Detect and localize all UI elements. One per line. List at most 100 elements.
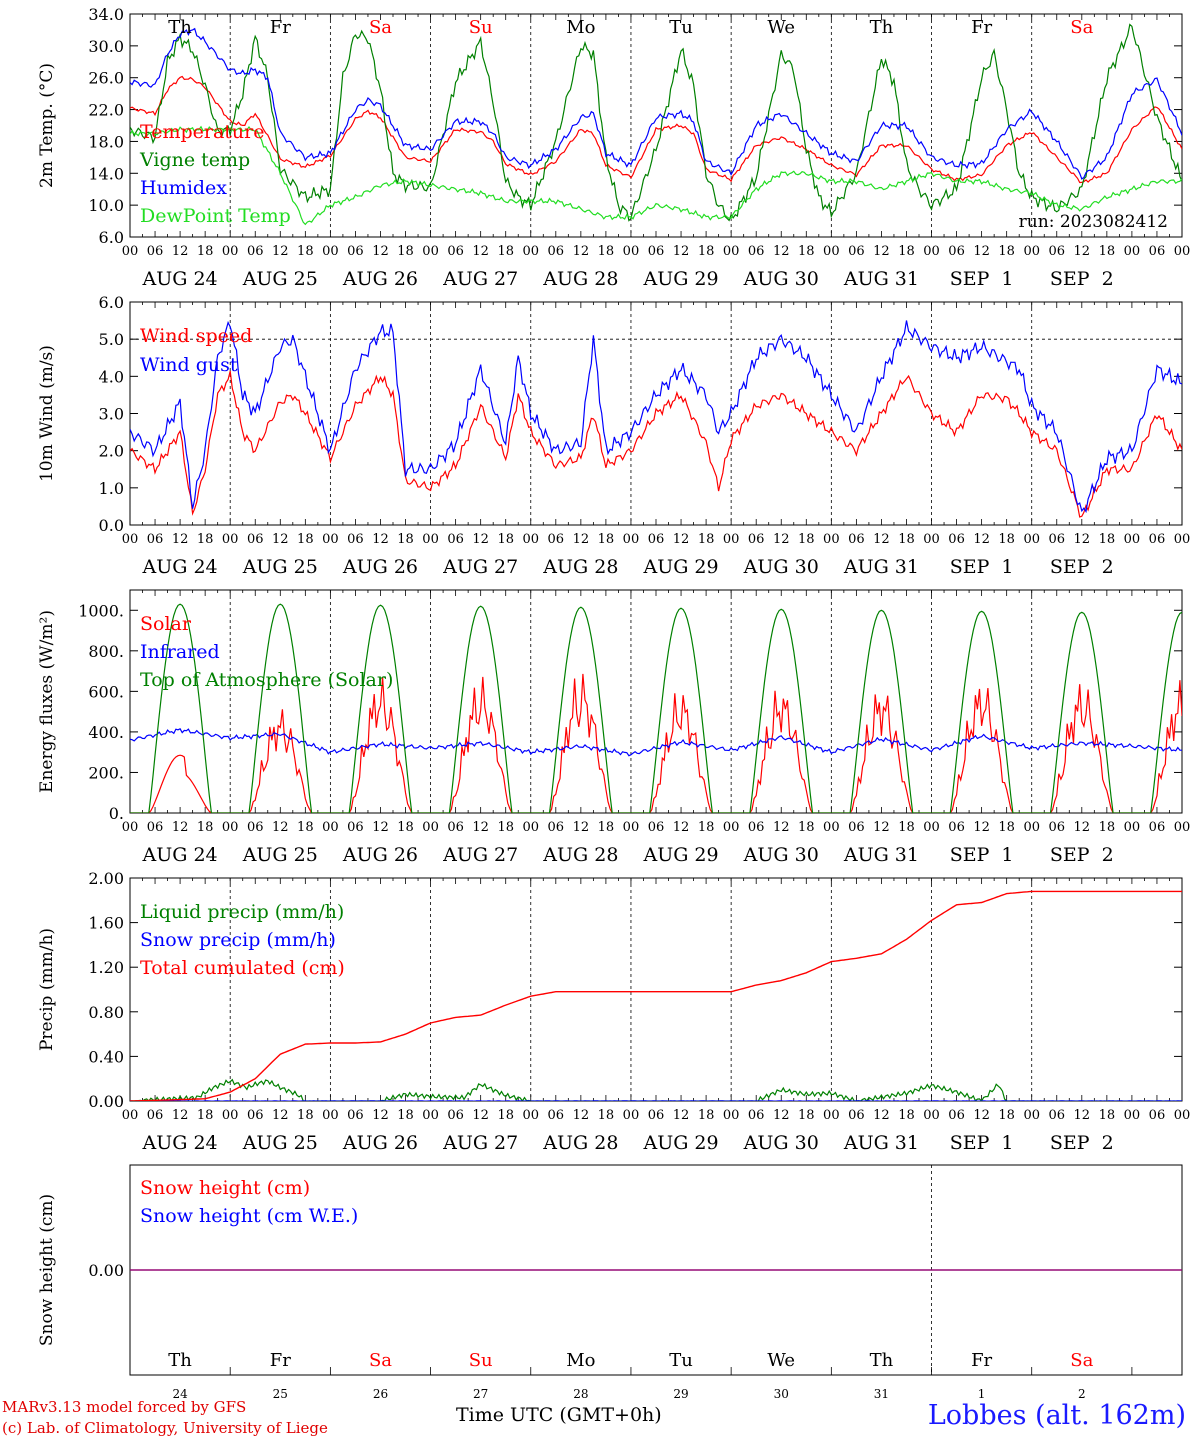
hour-tick-label: 18 xyxy=(497,532,514,547)
y-tick-label: 26.0 xyxy=(88,69,124,88)
hour-tick-label: 06 xyxy=(948,1108,965,1123)
date-label: AUG 31 xyxy=(843,268,919,290)
hour-tick-label: 18 xyxy=(998,820,1015,835)
day-number-label: 1 xyxy=(978,1387,986,1401)
series-line-total-cumulated-cm- xyxy=(130,890,1182,1101)
y-tick-label: 10.0 xyxy=(88,196,124,215)
y-tick-label: 2.00 xyxy=(88,869,124,888)
y-tick-label: 2.0 xyxy=(99,442,124,461)
hour-tick-label: 18 xyxy=(698,1108,715,1123)
series-line-temperature xyxy=(130,75,1182,184)
panel-3: 00 06 12 18 00 06 12 18 00 06 12 18 00 06 12 18 00 06 12 18… xyxy=(37,589,1190,866)
date-label: AUG 31 xyxy=(843,556,919,578)
day-name-label: Th xyxy=(168,1350,192,1371)
hour-tick-label: 12 xyxy=(573,1108,590,1123)
lab-credit: (c) Lab. of Climatology, University of L… xyxy=(2,1419,328,1437)
hour-tick-label: 06 xyxy=(848,244,865,259)
hour-tick-label: 12 xyxy=(873,532,890,547)
hour-tick-label: 00 xyxy=(923,1108,940,1123)
date-label: AUG 25 xyxy=(242,556,318,578)
day-name-label: Sa xyxy=(369,17,392,38)
legend-entry: Vigne temp xyxy=(139,149,250,171)
hour-tick-label: 00 xyxy=(1124,820,1141,835)
hour-tick-label: 18 xyxy=(397,1108,414,1123)
y-tick-label: 1.0 xyxy=(99,479,124,498)
hour-tick-label: 12 xyxy=(973,244,990,259)
panel-1: 00 06 12 18 00 06 12 18 00 06 12 18 00 06 12 18 00 06 12 18… xyxy=(37,5,1190,290)
hour-tick-label: 18 xyxy=(798,244,815,259)
day-number-label: 26 xyxy=(373,1387,388,1401)
hour-tick-label: 06 xyxy=(347,1108,364,1123)
hour-tick-label: 12 xyxy=(673,1108,690,1123)
hour-tick-label: 12 xyxy=(773,532,790,547)
hour-tick-label: 00 xyxy=(723,244,740,259)
y-tick-label: 5.0 xyxy=(99,330,124,349)
hour-tick-label: 06 xyxy=(1149,1108,1166,1123)
hour-tick-label: 18 xyxy=(497,1108,514,1123)
date-label: AUG 26 xyxy=(342,268,418,290)
hour-tick-label: 18 xyxy=(898,532,915,547)
hour-tick-label: 00 xyxy=(322,820,339,835)
hour-tick-label: 12 xyxy=(1074,820,1091,835)
hour-tick-label: 00 xyxy=(1124,244,1141,259)
hour-tick-label: 06 xyxy=(548,532,565,547)
hour-tick-label: 12 xyxy=(573,532,590,547)
day-name-label: Su xyxy=(469,1350,493,1371)
y-tick-label: 600. xyxy=(88,682,124,701)
date-label: SEP 2 xyxy=(1050,844,1114,866)
hour-tick-label: 06 xyxy=(347,820,364,835)
day-name-label: We xyxy=(767,1350,795,1371)
hour-tick-label: 00 xyxy=(522,1108,539,1123)
hour-tick-label: 18 xyxy=(698,532,715,547)
y-axis-label: Energy fluxes (W/m²) xyxy=(37,610,57,793)
day-number-label: 31 xyxy=(874,1387,889,1401)
series-group xyxy=(130,890,1182,1101)
y-tick-label: 0.80 xyxy=(88,1003,124,1022)
legend-entry: Temperature xyxy=(140,121,264,143)
legend-entry: Wind gust xyxy=(140,354,238,376)
hour-tick-label: 18 xyxy=(698,244,715,259)
hour-tick-label: 18 xyxy=(397,820,414,835)
hour-tick-label: 06 xyxy=(948,532,965,547)
hour-tick-label: 12 xyxy=(372,1108,389,1123)
hour-tick-label: 12 xyxy=(372,244,389,259)
hour-tick-label: 18 xyxy=(397,532,414,547)
hour-tick-label: 12 xyxy=(773,244,790,259)
y-tick-label: 3.0 xyxy=(99,405,124,424)
date-label: AUG 30 xyxy=(743,844,819,866)
hour-tick-label: 06 xyxy=(1048,820,1065,835)
date-label: AUG 24 xyxy=(142,844,218,866)
day-number-label: 30 xyxy=(774,1387,789,1401)
date-label: AUG 26 xyxy=(342,556,418,578)
y-tick-label: 1000. xyxy=(78,601,124,620)
hour-tick-label: 12 xyxy=(873,244,890,259)
hour-tick-label: 18 xyxy=(898,244,915,259)
date-label: SEP 2 xyxy=(1050,268,1114,290)
hour-tick-label: 00 xyxy=(422,532,439,547)
y-tick-label: 30.0 xyxy=(88,37,124,56)
hour-tick-label: 06 xyxy=(1048,244,1065,259)
day-name-label: Tu xyxy=(669,1350,693,1371)
hour-tick-label: 12 xyxy=(172,820,189,835)
hour-tick-label: 00 xyxy=(823,532,840,547)
date-label: AUG 28 xyxy=(542,1132,618,1154)
date-label: AUG 31 xyxy=(843,1132,919,1154)
date-label: AUG 26 xyxy=(342,1132,418,1154)
hour-tick-label: 00 xyxy=(1023,1108,1040,1123)
hour-tick-label: 12 xyxy=(272,1108,289,1123)
hour-tick-label: 00 xyxy=(923,820,940,835)
hour-tick-label: 18 xyxy=(998,532,1015,547)
hour-tick-label: 12 xyxy=(172,244,189,259)
date-label: AUG 27 xyxy=(442,556,518,578)
legend-entry: Snow precip (mm/h) xyxy=(140,929,336,951)
hour-tick-label: 00 xyxy=(222,244,239,259)
y-tick-label: 18.0 xyxy=(88,132,124,151)
date-label: AUG 28 xyxy=(542,844,618,866)
legend-entry: Infrared xyxy=(140,641,220,663)
hour-tick-label: 00 xyxy=(623,532,640,547)
hour-tick-label: 00 xyxy=(322,1108,339,1123)
hour-tick-label: 18 xyxy=(1099,532,1116,547)
hour-tick-label: 06 xyxy=(748,1108,765,1123)
hour-tick-label: 00 xyxy=(1023,532,1040,547)
hour-tick-label: 18 xyxy=(1099,244,1116,259)
